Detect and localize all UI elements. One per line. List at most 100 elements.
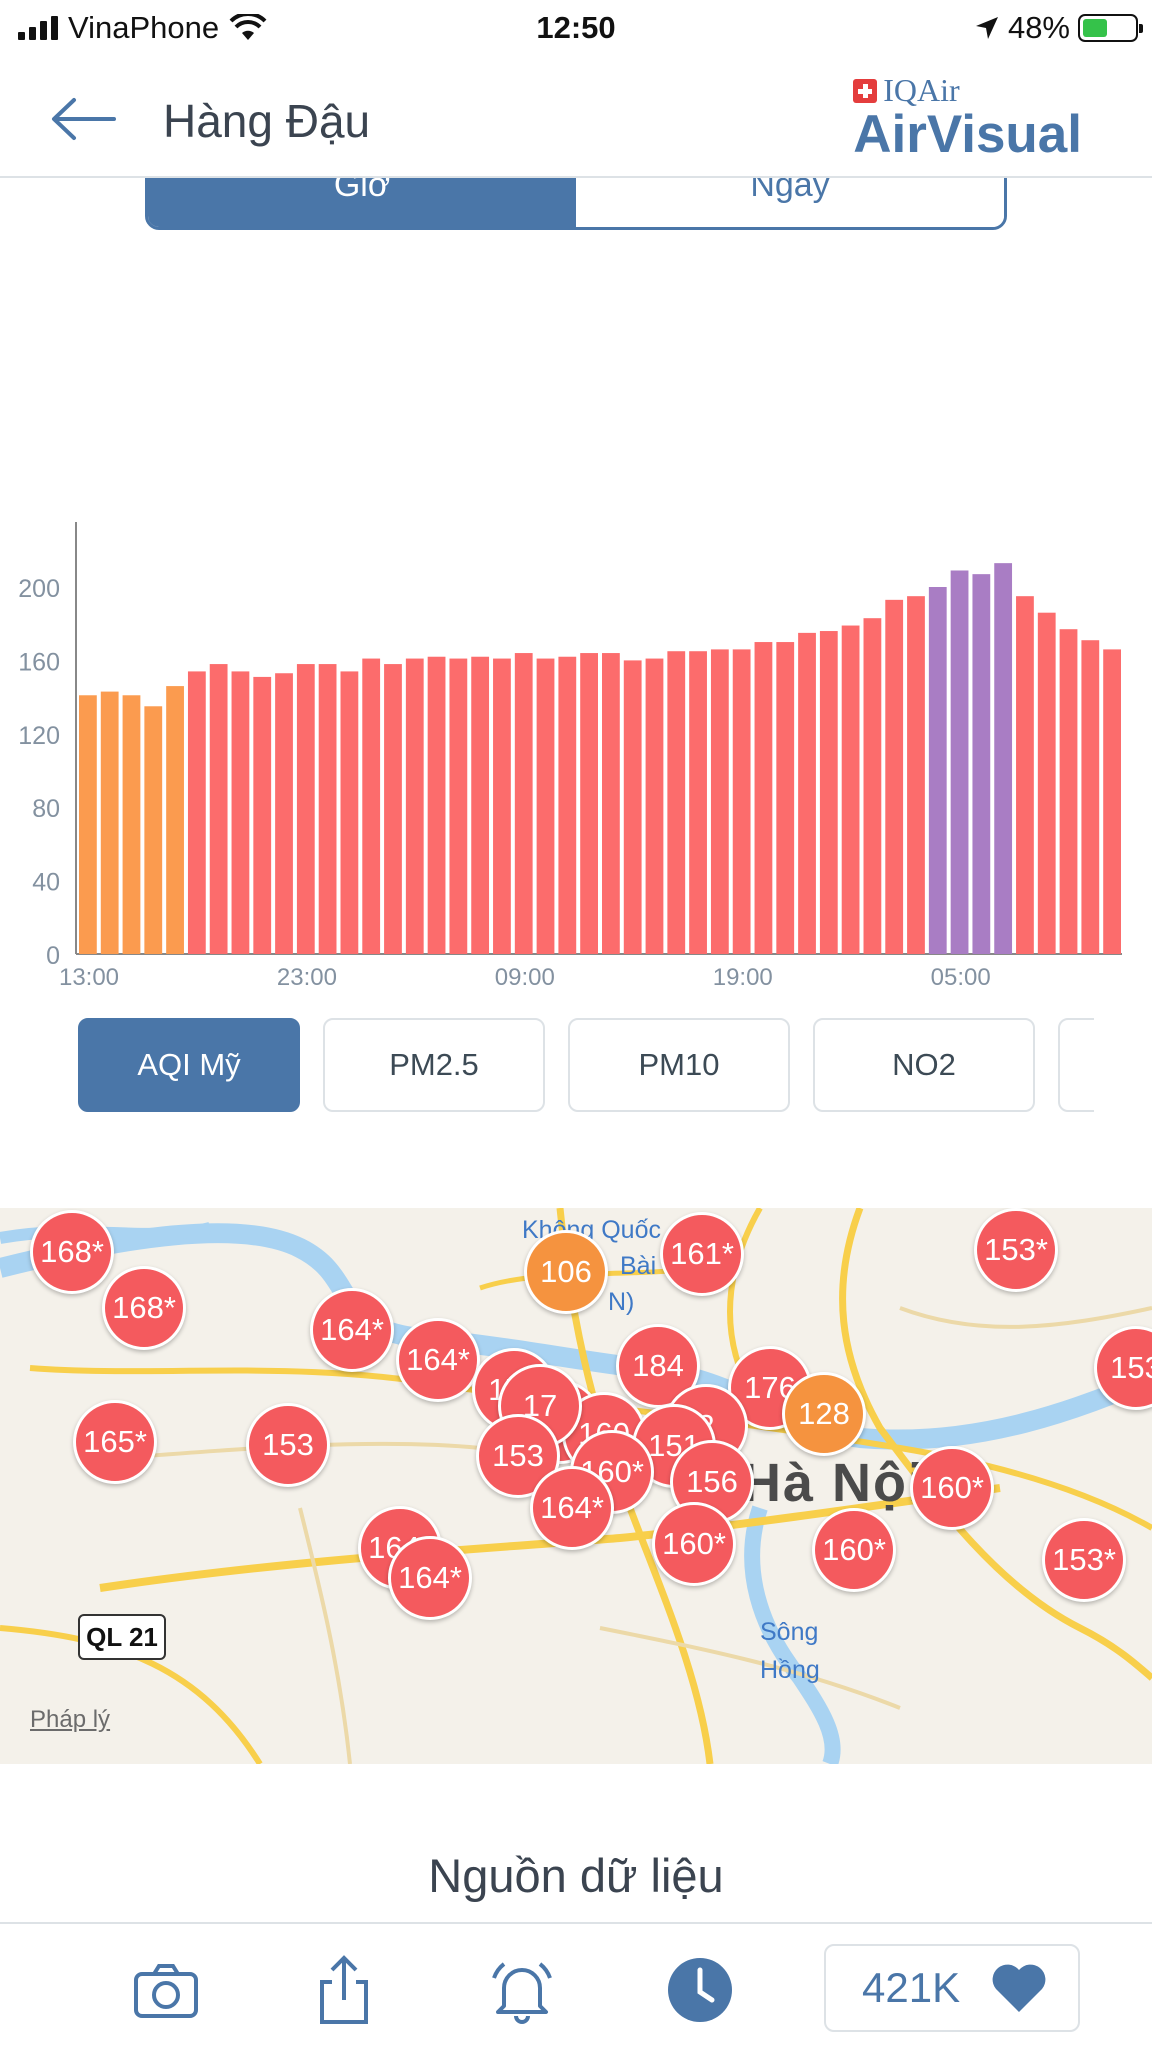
carrier-name: VinaPhone bbox=[68, 10, 220, 45]
bar[interactable] bbox=[623, 660, 642, 954]
bar[interactable] bbox=[558, 656, 577, 954]
clock-icon[interactable] bbox=[664, 1954, 736, 2026]
bar[interactable] bbox=[710, 649, 729, 954]
aqi-station-pin[interactable]: 160* bbox=[812, 1508, 896, 1592]
pollutant-selector: AQI Mỹ PM2.5 PM10 NO2 bbox=[78, 1018, 1094, 1114]
map-label-bai: Bài bbox=[620, 1252, 657, 1280]
bar[interactable] bbox=[863, 618, 882, 954]
y-tick-label: 120 bbox=[18, 722, 60, 750]
aqi-bar-chart: 0 40 80 120 160 200 13:00 23:00 09:00 19:00 05:00 bbox=[18, 522, 1122, 991]
chip-aqi-us[interactable]: AQI Mỹ bbox=[78, 1018, 300, 1112]
bar[interactable] bbox=[754, 642, 773, 954]
bar[interactable] bbox=[689, 651, 707, 954]
bar[interactable] bbox=[318, 664, 337, 954]
bar[interactable] bbox=[209, 664, 228, 954]
bar[interactable] bbox=[405, 658, 424, 954]
legal-link[interactable]: Pháp lý bbox=[30, 1706, 111, 1733]
battery-group: 48% bbox=[974, 10, 1143, 46]
bar[interactable] bbox=[449, 658, 468, 954]
signal-icon bbox=[18, 16, 58, 40]
bar[interactable] bbox=[275, 673, 293, 954]
aqi-station-pin[interactable]: 164* bbox=[388, 1536, 472, 1620]
aqi-station-pin[interactable]: 160* bbox=[652, 1502, 736, 1586]
x-tick-label: 23:00 bbox=[277, 964, 337, 991]
bar[interactable] bbox=[471, 656, 490, 954]
chip-no2[interactable]: NO2 bbox=[813, 1018, 1035, 1112]
map-label-hong: Hồng bbox=[760, 1656, 820, 1684]
bar[interactable] bbox=[296, 664, 315, 954]
bar[interactable] bbox=[493, 658, 511, 954]
aqi-station-pin[interactable]: 184 bbox=[616, 1324, 700, 1408]
bar[interactable] bbox=[798, 632, 816, 954]
aqi-station-pin[interactable]: 165* bbox=[73, 1400, 157, 1484]
brand-main: AirVisual bbox=[853, 105, 1082, 164]
aqi-station-pin[interactable]: 161* bbox=[660, 1212, 744, 1296]
chip-pm25[interactable]: PM2.5 bbox=[323, 1018, 545, 1112]
chip-more[interactable] bbox=[1058, 1018, 1094, 1112]
bar[interactable] bbox=[144, 706, 163, 954]
airvisual-logo: IQAir AirVisual bbox=[853, 72, 1082, 161]
bar[interactable] bbox=[384, 664, 402, 954]
bell-icon[interactable] bbox=[486, 1954, 558, 2026]
aqi-station-pin[interactable]: 153 bbox=[476, 1414, 560, 1498]
aqi-station-pin[interactable]: 160* bbox=[910, 1446, 994, 1530]
bar[interactable] bbox=[100, 691, 119, 954]
bar[interactable] bbox=[885, 599, 904, 954]
y-tick-label: 40 bbox=[32, 869, 60, 897]
back-arrow-icon[interactable] bbox=[50, 94, 116, 144]
chip-pm10[interactable]: PM10 bbox=[568, 1018, 790, 1112]
aqi-station-pin[interactable]: 164* bbox=[396, 1318, 480, 1402]
y-tick-label: 160 bbox=[18, 648, 60, 676]
stations-map[interactable]: Không Quốc Bài N) Sông Hồng Hà Nội 168* 1… bbox=[0, 1208, 1152, 1764]
bar[interactable] bbox=[122, 695, 141, 954]
bar[interactable] bbox=[841, 625, 860, 954]
bar[interactable] bbox=[166, 686, 184, 954]
bar[interactable] bbox=[667, 651, 686, 954]
map-label-n: N) bbox=[608, 1288, 635, 1316]
wifi-icon bbox=[229, 14, 267, 40]
bar[interactable] bbox=[907, 596, 925, 954]
bar[interactable] bbox=[1081, 640, 1100, 954]
aqi-station-pin[interactable]: 164* bbox=[530, 1466, 614, 1550]
map-city-label: Hà Nội bbox=[742, 1453, 926, 1513]
bar[interactable] bbox=[514, 653, 533, 954]
aqi-station-pin[interactable]: 168* bbox=[30, 1210, 114, 1294]
aqi-station-pin[interactable]: 153 bbox=[246, 1403, 330, 1487]
bar[interactable] bbox=[187, 671, 206, 954]
favorite-button[interactable]: 421K bbox=[824, 1944, 1080, 2032]
bar[interactable] bbox=[602, 653, 620, 954]
bar[interactable] bbox=[231, 671, 250, 954]
bar[interactable] bbox=[1016, 596, 1034, 954]
battery-icon bbox=[1078, 14, 1143, 42]
aqi-station-pin[interactable]: 153* bbox=[974, 1208, 1058, 1292]
bar[interactable] bbox=[340, 671, 359, 954]
bar[interactable] bbox=[732, 649, 751, 954]
bar[interactable] bbox=[580, 653, 598, 954]
bar[interactable] bbox=[994, 563, 1013, 954]
camera-icon[interactable] bbox=[130, 1954, 202, 2026]
aqi-station-pin[interactable]: 106 bbox=[524, 1230, 608, 1314]
share-icon[interactable] bbox=[308, 1954, 380, 2026]
bar[interactable] bbox=[1059, 629, 1078, 954]
aqi-station-pin[interactable]: 168* bbox=[102, 1266, 186, 1350]
bar[interactable] bbox=[950, 570, 969, 954]
aqi-station-pin[interactable]: 153* bbox=[1042, 1518, 1126, 1602]
bar[interactable] bbox=[79, 695, 97, 954]
bar[interactable] bbox=[253, 676, 272, 954]
favorite-count: 421K bbox=[862, 1964, 961, 2011]
bar[interactable] bbox=[972, 574, 991, 954]
bar[interactable] bbox=[427, 656, 446, 954]
bar[interactable] bbox=[362, 658, 381, 954]
bar[interactable] bbox=[928, 587, 947, 954]
y-tick-label: 200 bbox=[18, 575, 60, 603]
aqi-station-pin[interactable]: 128 bbox=[782, 1372, 866, 1456]
bar[interactable] bbox=[1037, 612, 1056, 954]
bar[interactable] bbox=[645, 658, 664, 954]
bar[interactable] bbox=[819, 631, 838, 954]
aqi-station-pin[interactable]: 164* bbox=[310, 1288, 394, 1372]
bottom-toolbar: 421K bbox=[0, 1922, 1152, 2048]
bar[interactable] bbox=[1103, 649, 1121, 954]
bar[interactable] bbox=[776, 642, 795, 954]
bar[interactable] bbox=[536, 658, 555, 954]
data-source-heading: Nguồn dữ liệu bbox=[428, 1849, 724, 1902]
